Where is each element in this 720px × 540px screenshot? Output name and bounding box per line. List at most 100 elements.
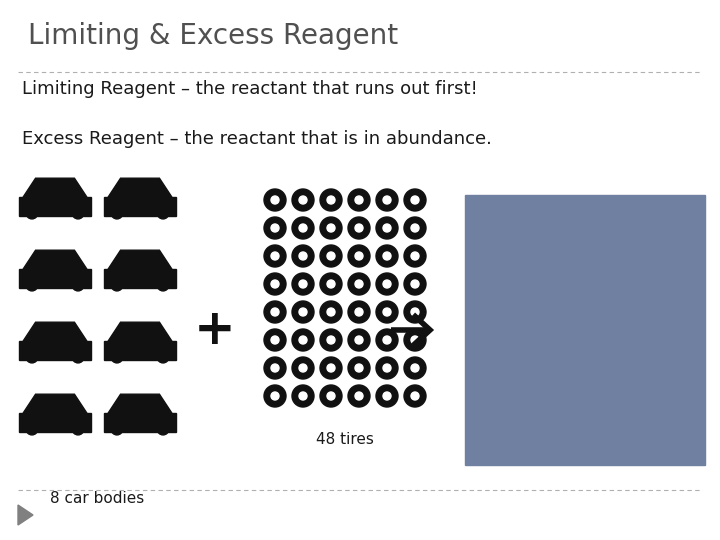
Circle shape — [383, 196, 391, 204]
Circle shape — [327, 224, 335, 232]
Text: Limiting Reagent – the reactant that runs out first!: Limiting Reagent – the reactant that run… — [22, 80, 478, 98]
Circle shape — [299, 336, 307, 344]
Circle shape — [348, 245, 370, 267]
Circle shape — [264, 357, 286, 379]
Circle shape — [157, 279, 169, 291]
Circle shape — [355, 196, 363, 204]
Circle shape — [376, 329, 398, 351]
Circle shape — [411, 252, 419, 260]
Circle shape — [376, 273, 398, 295]
Circle shape — [271, 364, 279, 372]
Circle shape — [355, 224, 363, 232]
Circle shape — [264, 189, 286, 211]
Circle shape — [411, 196, 419, 204]
Circle shape — [327, 364, 335, 372]
Circle shape — [292, 273, 314, 295]
Circle shape — [376, 301, 398, 323]
Circle shape — [327, 336, 335, 344]
Circle shape — [271, 252, 279, 260]
Circle shape — [411, 336, 419, 344]
Circle shape — [320, 217, 342, 239]
Circle shape — [348, 385, 370, 407]
Circle shape — [157, 207, 169, 219]
Circle shape — [111, 423, 123, 435]
Circle shape — [299, 392, 307, 400]
Polygon shape — [19, 197, 91, 216]
Circle shape — [411, 392, 419, 400]
Circle shape — [355, 364, 363, 372]
Circle shape — [383, 336, 391, 344]
Circle shape — [271, 392, 279, 400]
Circle shape — [111, 279, 123, 291]
Circle shape — [157, 351, 169, 363]
Circle shape — [320, 329, 342, 351]
Circle shape — [355, 336, 363, 344]
Circle shape — [320, 301, 342, 323]
Circle shape — [348, 301, 370, 323]
Polygon shape — [108, 250, 172, 269]
Circle shape — [383, 308, 391, 316]
Circle shape — [327, 196, 335, 204]
Text: Limiting & Excess Reagent: Limiting & Excess Reagent — [28, 22, 398, 50]
Circle shape — [292, 245, 314, 267]
Bar — [465, 195, 705, 465]
Circle shape — [411, 224, 419, 232]
Circle shape — [299, 364, 307, 372]
Circle shape — [348, 217, 370, 239]
Circle shape — [404, 329, 426, 351]
Circle shape — [111, 207, 123, 219]
Circle shape — [292, 217, 314, 239]
Polygon shape — [108, 178, 172, 197]
Circle shape — [404, 273, 426, 295]
Circle shape — [376, 189, 398, 211]
Polygon shape — [23, 250, 87, 269]
Circle shape — [299, 224, 307, 232]
Circle shape — [376, 217, 398, 239]
Circle shape — [72, 207, 84, 219]
Circle shape — [292, 301, 314, 323]
Circle shape — [327, 252, 335, 260]
Polygon shape — [104, 341, 176, 360]
Circle shape — [355, 392, 363, 400]
Circle shape — [383, 224, 391, 232]
Circle shape — [348, 357, 370, 379]
Circle shape — [299, 308, 307, 316]
Circle shape — [264, 245, 286, 267]
Circle shape — [355, 280, 363, 288]
Circle shape — [411, 308, 419, 316]
Circle shape — [264, 301, 286, 323]
Circle shape — [264, 217, 286, 239]
Polygon shape — [23, 322, 87, 341]
Circle shape — [26, 351, 38, 363]
Polygon shape — [18, 505, 33, 525]
Circle shape — [404, 301, 426, 323]
Circle shape — [72, 423, 84, 435]
Circle shape — [320, 245, 342, 267]
Circle shape — [383, 280, 391, 288]
Circle shape — [376, 385, 398, 407]
Circle shape — [376, 245, 398, 267]
Circle shape — [264, 273, 286, 295]
Circle shape — [292, 189, 314, 211]
Polygon shape — [19, 269, 91, 288]
Circle shape — [348, 273, 370, 295]
Circle shape — [26, 207, 38, 219]
Circle shape — [157, 423, 169, 435]
Polygon shape — [108, 394, 172, 413]
Circle shape — [327, 308, 335, 316]
Circle shape — [327, 392, 335, 400]
Polygon shape — [23, 178, 87, 197]
Circle shape — [411, 280, 419, 288]
Circle shape — [292, 329, 314, 351]
Circle shape — [320, 385, 342, 407]
Circle shape — [383, 252, 391, 260]
Circle shape — [26, 423, 38, 435]
Circle shape — [264, 329, 286, 351]
Circle shape — [320, 357, 342, 379]
Circle shape — [348, 329, 370, 351]
Circle shape — [26, 279, 38, 291]
Polygon shape — [104, 413, 176, 432]
Circle shape — [355, 252, 363, 260]
Circle shape — [348, 189, 370, 211]
Circle shape — [299, 280, 307, 288]
